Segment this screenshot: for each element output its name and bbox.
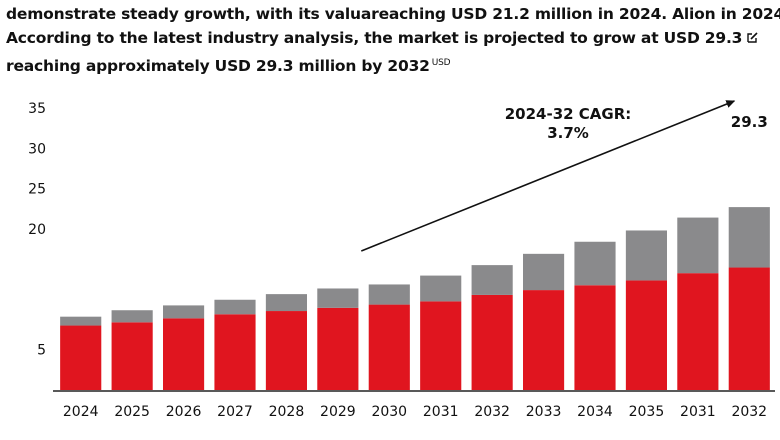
bar-growth-segment: [420, 275, 462, 302]
bar-base-segment: [625, 280, 667, 390]
bar-growth-segment: [265, 294, 307, 312]
bar-base-segment: [677, 273, 719, 390]
cagr-label-line-1: 2024-32 CAGR:: [505, 105, 632, 123]
headline-line-3: reaching approximately USD 29.3 million …: [6, 51, 778, 78]
edit-icon[interactable]: [746, 27, 759, 51]
bar-base-segment: [214, 314, 256, 390]
x-tick-label: 2030: [371, 404, 407, 420]
x-tick-label: 2033: [526, 404, 562, 420]
headline-line-2: According to the latest industry analysi…: [6, 26, 778, 51]
bar-growth-segment: [60, 316, 102, 326]
x-tick-label: 2035: [629, 404, 665, 420]
bar-base-segment: [111, 322, 153, 390]
y-tick-label: 30: [28, 141, 46, 157]
y-tick-label: 5: [37, 343, 46, 359]
headline: demonstrate steady growth, with its valu…: [6, 2, 780, 78]
bar-base-segment: [317, 307, 359, 390]
y-tick-label: 35: [28, 101, 46, 117]
bar-growth-segment: [214, 299, 256, 315]
bar-group: [60, 207, 770, 390]
bar-base-segment: [368, 304, 410, 390]
bar-base-segment: [60, 325, 102, 390]
headline-line-3-text: reaching approximately USD 29.3 million …: [6, 56, 430, 75]
bar-base-segment: [163, 318, 205, 390]
bar-growth-segment: [728, 207, 770, 268]
cagr-arrow: [360, 100, 736, 252]
cagr-label-line-2: 3.7%: [547, 124, 589, 142]
bar-growth-segment: [625, 230, 667, 281]
x-tick-label: 2032: [474, 404, 510, 420]
bar-base-segment: [574, 285, 616, 390]
y-tick-label: 25: [28, 182, 46, 198]
bar-base-segment: [728, 267, 770, 390]
end-value-label: 29.3: [731, 113, 768, 131]
headline-superscript: USD: [431, 57, 451, 68]
bar-growth-segment: [163, 305, 205, 319]
x-tick-label: 2025: [114, 404, 150, 420]
bar-growth-segment: [471, 265, 513, 295]
y-tick-label: 20: [28, 222, 46, 238]
x-tick-label: 2032: [731, 404, 767, 420]
x-tick-label: 2029: [320, 404, 356, 420]
x-tick-label: 2024: [63, 404, 99, 420]
bar-base-segment: [420, 301, 462, 390]
x-tick-label: 2031: [680, 404, 716, 420]
x-tick-label: 2026: [166, 404, 202, 420]
x-axis: 2024 2025 2026 2027 2028 2029 2030 2031 2032 2033…: [63, 404, 767, 420]
x-tick-label: 2028: [269, 404, 305, 420]
bar-growth-segment: [111, 310, 153, 323]
bar-growth-segment: [368, 284, 410, 305]
headline-line-2-text: According to the latest industry analysi…: [6, 29, 743, 47]
bar-base-segment: [265, 311, 307, 390]
bar-growth-segment: [677, 217, 719, 274]
bar-base-segment: [523, 290, 565, 390]
y-axis: 5 20 25 30 35: [28, 101, 46, 359]
x-tick-label: 2031: [423, 404, 459, 420]
bar-growth-segment: [523, 253, 565, 291]
bar-growth-segment: [317, 288, 359, 308]
bar-growth-segment: [574, 241, 616, 286]
x-tick-label: 2034: [577, 404, 613, 420]
bar-base-segment: [471, 294, 513, 390]
x-tick-label: 2027: [217, 404, 253, 420]
headline-line-1: demonstrate steady growth, with its valu…: [6, 5, 780, 23]
